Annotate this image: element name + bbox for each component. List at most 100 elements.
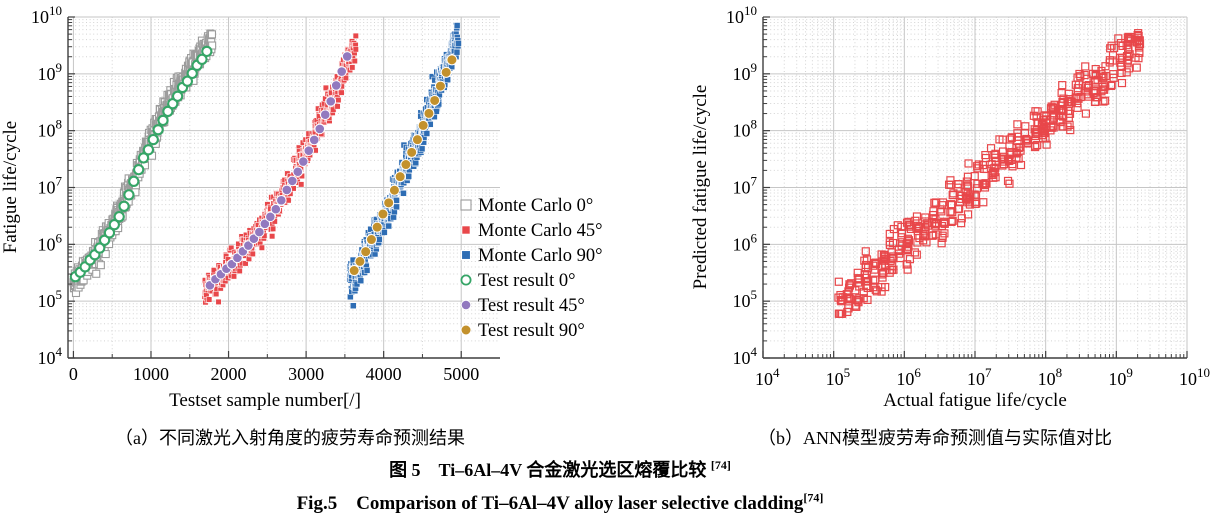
data-point — [171, 90, 184, 102]
data-point — [923, 219, 932, 228]
data-point — [342, 74, 349, 81]
data-point — [381, 229, 388, 236]
data-point — [946, 176, 955, 185]
data-point — [1020, 128, 1030, 137]
chart-a-grid — [68, 16, 500, 359]
data-point — [885, 268, 894, 277]
data-point — [236, 267, 243, 274]
y-axis-tick-label: 1010 — [31, 3, 62, 27]
data-point — [1074, 94, 1083, 103]
data-point — [348, 265, 360, 277]
data-point — [1005, 135, 1014, 144]
data-point — [1038, 134, 1048, 143]
data-point — [903, 265, 912, 274]
data-point — [360, 246, 372, 258]
data-point — [350, 302, 357, 309]
data-point — [393, 197, 400, 204]
data-point — [947, 217, 956, 226]
data-point — [1099, 85, 1108, 94]
data-point — [1090, 97, 1100, 107]
data-point — [400, 190, 407, 197]
data-point — [1135, 48, 1144, 58]
data-point — [270, 225, 277, 232]
data-point — [989, 169, 998, 178]
data-point — [912, 212, 922, 221]
data-point — [1081, 62, 1090, 71]
data-point — [938, 231, 947, 240]
data-point — [162, 105, 174, 118]
data-point — [322, 84, 329, 91]
data-point — [1055, 111, 1064, 120]
x-axis-tick-label: 1010 — [1179, 365, 1210, 389]
chart-a-fatigue-life-vs-sample: 104 105 106 107 108 109 1010 0 1000 2000 3000 4000 5… — [0, 3, 603, 411]
figure-title-zh-ref: [74] — [710, 458, 731, 472]
legend-marker-square — [461, 225, 471, 235]
data-point — [1063, 106, 1073, 116]
data-point — [1116, 53, 1125, 62]
data-point — [142, 144, 155, 156]
data-point — [869, 283, 878, 292]
data-point — [1091, 65, 1100, 74]
data-point — [319, 109, 331, 121]
data-point — [915, 222, 924, 231]
data-point — [94, 242, 106, 254]
data-point — [1012, 153, 1021, 162]
figure-title-zh: 图 5 Ti–6Al–4V 合金激光选区熔覆比较 [74] — [60, 456, 1060, 482]
data-point — [429, 94, 441, 106]
data-point — [101, 250, 110, 259]
data-point — [108, 219, 120, 231]
data-point — [949, 189, 958, 198]
data-point — [1003, 176, 1013, 186]
data-point — [1099, 73, 1108, 82]
y-axis-tick-label: 107 — [733, 174, 758, 198]
y-axis-tick-label: 104 — [733, 344, 758, 368]
data-point — [948, 216, 957, 225]
data-point — [1082, 82, 1091, 91]
data-point — [314, 123, 326, 135]
legend-marker-circle — [460, 274, 472, 286]
data-point — [1081, 109, 1090, 118]
data-point — [393, 203, 400, 211]
data-point — [335, 97, 342, 104]
data-point — [979, 198, 988, 207]
legend-label: Test result 90° — [478, 321, 585, 341]
data-point — [265, 211, 276, 223]
data-point — [964, 159, 973, 168]
y-axis-tick-label: 106 — [733, 230, 758, 254]
data-point — [354, 255, 366, 267]
x-axis-tick-label: 5000 — [443, 364, 479, 384]
data-point — [147, 133, 159, 146]
data-point — [1016, 160, 1026, 170]
data-point — [365, 234, 377, 246]
legend-marker-square — [460, 199, 472, 211]
data-point — [954, 180, 963, 189]
data-point — [877, 287, 886, 296]
data-point — [98, 234, 111, 246]
data-point — [1033, 140, 1042, 150]
data-point — [157, 114, 169, 127]
data-point — [181, 75, 194, 87]
data-point — [843, 307, 852, 317]
data-point — [1099, 97, 1108, 106]
x-axis-tick-label: 3000 — [288, 364, 324, 384]
data-point — [972, 184, 982, 193]
legend: Monte Carlo 0° Monte Carlo 45° Monte Carlo… — [460, 196, 603, 341]
data-point — [412, 159, 420, 167]
data-point — [259, 218, 271, 230]
data-point — [254, 226, 265, 238]
data-point — [297, 156, 309, 167]
x-axis-tick-label: 2000 — [211, 364, 247, 384]
caption-b: （b）ANN模型疲劳寿命预测值与实际值对比 — [758, 428, 1112, 448]
data-point — [206, 296, 213, 303]
series-test-result-0- — [69, 45, 213, 283]
data-point — [965, 200, 974, 209]
data-point — [921, 213, 930, 222]
figure-title-zh-text: 图 5 Ti–6Al–4V 合金激光选区熔覆比较 — [389, 460, 711, 480]
data-point — [281, 184, 293, 196]
x-axis-title: Testset sample number[/] — [169, 390, 361, 411]
data-point — [1007, 133, 1016, 143]
series-test-result-90- — [348, 54, 458, 277]
data-point — [334, 103, 341, 110]
chart-a-series — [69, 22, 462, 309]
